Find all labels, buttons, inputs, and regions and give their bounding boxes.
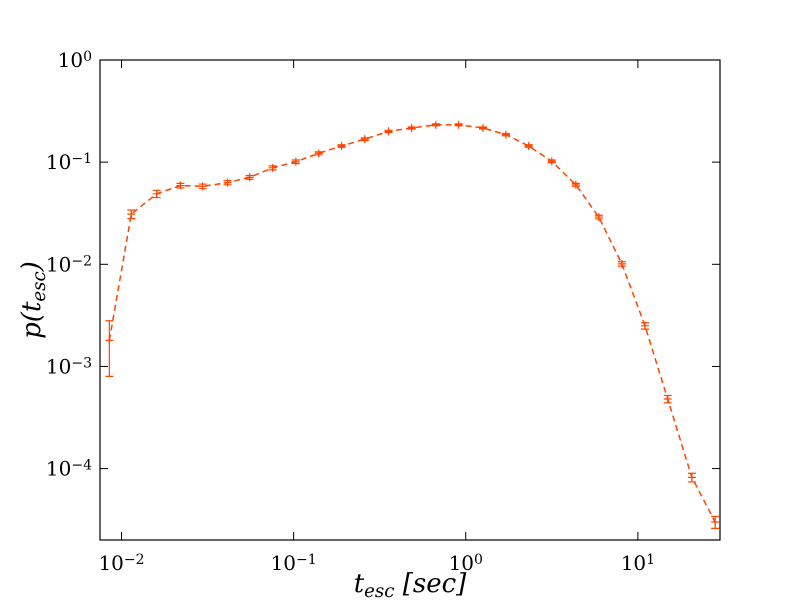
y-tick-label: 10−1 [46,150,92,174]
marker [501,130,510,139]
x-tick-label: 10−2 [98,551,144,575]
marker [617,259,626,268]
marker [198,182,207,191]
marker [223,178,232,187]
x-tick-label: 100 [449,551,483,575]
marker [687,473,696,482]
error-bar [105,320,114,377]
axes-frame [99,59,721,541]
x-axis-label: tesc [sec] [354,569,467,600]
marker [245,173,254,182]
marker [454,120,463,129]
marker [431,120,440,129]
marker [105,336,114,345]
marker [384,127,393,136]
y-tick-label: 100 [58,48,92,72]
y-tick-label: 10−4 [46,457,92,481]
marker [594,213,603,222]
x-tick-label: 10−1 [271,551,317,575]
marker [268,163,277,172]
y-tick-label: 10−3 [46,354,92,378]
marker [291,157,300,166]
marker [176,181,185,190]
y-tick-label: 10−2 [46,252,92,276]
marker [711,518,720,527]
x-tick-label: 101 [621,551,655,575]
plot-area [105,120,720,529]
marker [337,141,346,150]
marker [641,321,650,330]
marker [407,123,416,132]
marker [314,149,323,158]
marker [479,123,488,132]
marker [663,395,672,404]
marker [571,180,580,189]
marker [152,189,161,198]
marker [547,157,556,166]
marker [524,141,533,150]
y-axis-label: p(tesc) [17,261,50,339]
marker [127,210,136,219]
marker [360,135,369,144]
